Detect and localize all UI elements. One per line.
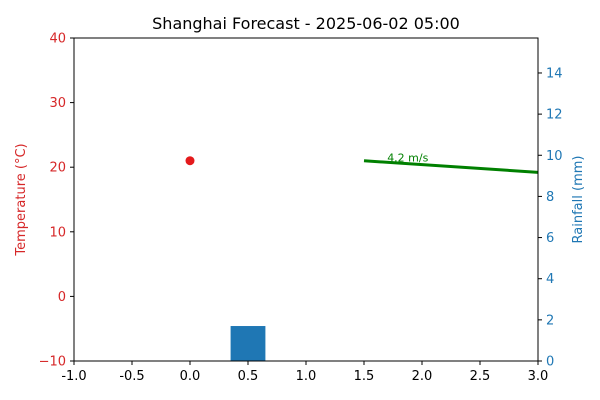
y-left-tick-label: 0 (58, 290, 66, 305)
y-right-tick-label: 0 (546, 355, 554, 370)
plot-frame (73, 37, 539, 362)
y-left-tick-label: 20 (49, 161, 66, 176)
y-right-tick-label: 8 (546, 190, 554, 205)
y-left-tick-label: 10 (49, 225, 66, 240)
y-axis-left-label: Temperature (°C) (14, 143, 29, 256)
x-tick-label: 1.5 (354, 369, 375, 384)
rainfall-bar (230, 326, 266, 361)
y-right-tick-label: 4 (546, 272, 554, 287)
y-left-tick-label: 30 (49, 96, 66, 111)
x-tick-label: 2.5 (470, 369, 491, 384)
x-tick-label: 1.0 (296, 369, 317, 384)
x-tick-label: 0.5 (238, 369, 259, 384)
x-tick-label: -1.0 (61, 369, 86, 384)
y-right-tick-label: 10 (546, 149, 563, 164)
y-left-tick-label: 40 (49, 32, 66, 47)
x-tick-label: 0.0 (180, 369, 201, 384)
y-axis-left: −10 0 10 20 30 40 (39, 32, 74, 370)
wind-line (363, 159, 539, 174)
y-right-tick-label: 2 (546, 313, 554, 328)
wind-speed-label: 4.2 m/s (387, 152, 428, 165)
x-tick-label: 2.0 (412, 369, 433, 384)
chart-title: Shanghai Forecast - 2025-06-02 05:00 (152, 14, 460, 33)
y-axis-right: 0 2 4 6 8 10 12 14 (538, 66, 563, 370)
y-left-tick-label: −10 (39, 355, 66, 370)
y-right-tick-label: 14 (546, 66, 563, 81)
y-right-tick-label: 6 (546, 231, 554, 246)
temperature-point (185, 156, 195, 166)
y-right-tick-label: 12 (546, 108, 563, 123)
x-axis: -1.0 -0.5 0.0 0.5 1.0 1.5 2.0 2.5 3.0 (61, 361, 548, 384)
y-axis-right-label: Rainfall (mm) (571, 156, 586, 244)
x-tick-label: 3.0 (528, 369, 549, 384)
x-tick-label: -0.5 (119, 369, 144, 384)
